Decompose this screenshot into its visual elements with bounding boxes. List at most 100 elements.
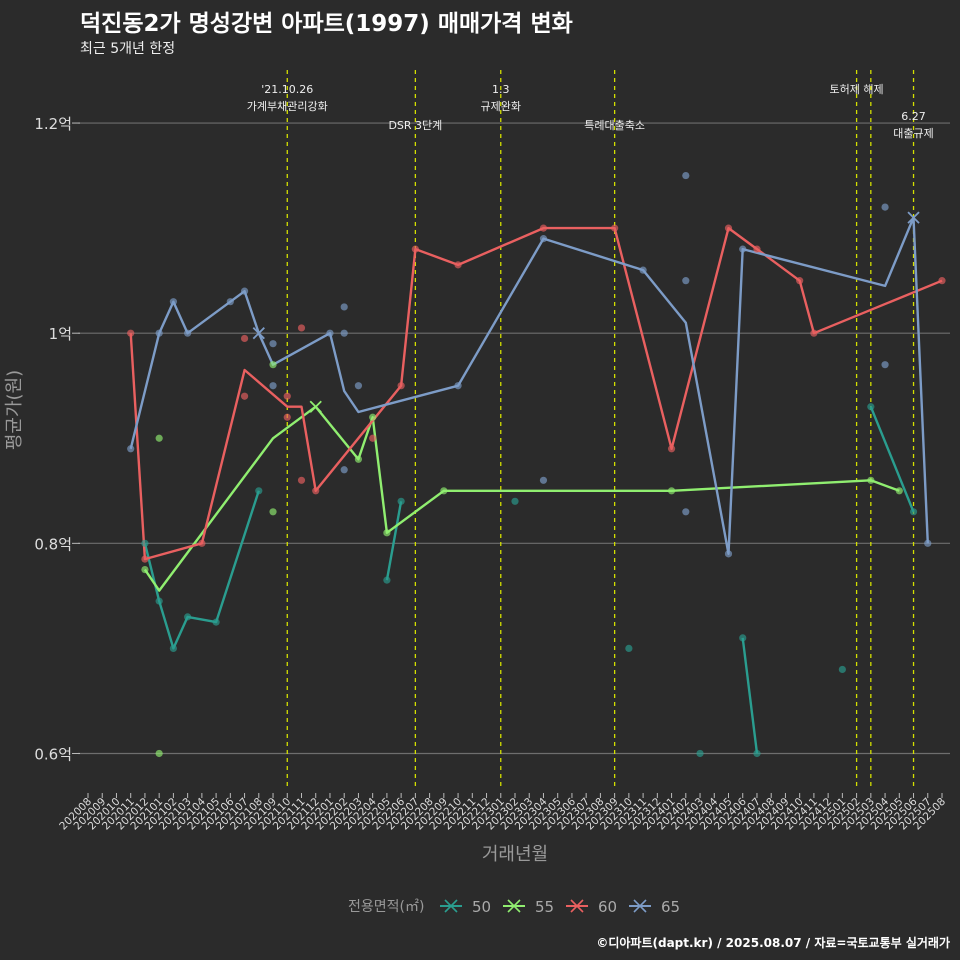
- series-65-point: [454, 382, 462, 390]
- series-65-point: [269, 382, 277, 390]
- series-50-line: [143, 490, 260, 650]
- series-65-point: [739, 245, 747, 253]
- series-60-point: [127, 329, 135, 337]
- series-60-point: [297, 476, 306, 484]
- series-60-point: [753, 245, 761, 253]
- chart-title: 덕진동2가 명성강변 아파트(1997) 매매가격 변화: [80, 11, 573, 37]
- series-65-point: [354, 382, 363, 390]
- series-60-point: [312, 487, 320, 495]
- series-55-point: [269, 508, 277, 516]
- series-50-point: [838, 665, 846, 674]
- event-label: 대출규제: [893, 127, 933, 140]
- series-65-point: [682, 508, 690, 516]
- y-tick-label: 0.6억: [34, 745, 72, 763]
- event-label: '21.10.26: [261, 83, 313, 96]
- series-60-point: [539, 224, 548, 232]
- series-55-point: [369, 413, 377, 421]
- legend-marker-60: [570, 899, 584, 913]
- series-65-point: [682, 277, 690, 285]
- series-60-point: [411, 245, 419, 253]
- event-label: 특례대출축소: [584, 119, 645, 132]
- legend-label-50: 50: [472, 898, 491, 916]
- series-65-point: [340, 466, 348, 474]
- series-50-point: [255, 487, 263, 495]
- series-65-point: [226, 298, 234, 306]
- series-50-point: [696, 749, 704, 758]
- series-55-point: [440, 487, 448, 495]
- series-60-point: [397, 382, 405, 390]
- series-55-point: [867, 476, 875, 484]
- series-50-point: [397, 497, 405, 505]
- series-55-point: [141, 566, 149, 574]
- series-65-point: [127, 445, 135, 453]
- series-50-point: [184, 613, 192, 621]
- series-60-point: [198, 539, 206, 547]
- legend-label-60: 60: [598, 898, 617, 916]
- series-55-line: [143, 405, 900, 592]
- event-label: 1.3: [492, 83, 510, 96]
- series-65-point: [184, 329, 192, 337]
- series-65-point: [340, 303, 348, 311]
- series-65-point: [682, 171, 690, 180]
- series-55-point: [155, 749, 163, 758]
- legend-marker-55: [507, 899, 521, 913]
- series-50-point: [155, 597, 163, 605]
- series-55-cross-marker: [309, 400, 322, 413]
- series-65-point: [881, 203, 889, 211]
- series-lines: [129, 216, 943, 754]
- series-60-point: [938, 277, 946, 285]
- series-55-point: [354, 455, 363, 463]
- series-50-point: [169, 644, 177, 653]
- series-60-point: [454, 261, 462, 269]
- series-65-point: [155, 329, 163, 337]
- event-label: DSR 3단계: [388, 119, 442, 132]
- series-65-point: [924, 539, 932, 547]
- series-65-point: [639, 266, 647, 274]
- series-60-point: [611, 224, 619, 232]
- series-60-point: [283, 413, 291, 421]
- series-65-point: [724, 550, 733, 558]
- series-55-point: [269, 361, 277, 369]
- x-axis-title: 거래년월: [482, 844, 548, 865]
- series-60-point: [369, 434, 377, 442]
- y-tick-label: 0.8억: [34, 535, 72, 553]
- series-65-point: [539, 476, 548, 484]
- series-points: [127, 171, 946, 758]
- y-tick-label: 1.2억: [34, 115, 72, 133]
- series-65-point: [881, 361, 889, 369]
- series-60-point: [283, 392, 291, 400]
- series-65-point: [539, 235, 548, 243]
- series-55-point: [895, 487, 903, 495]
- series-60-point: [796, 277, 804, 285]
- series-65-point: [340, 329, 348, 337]
- series-55-point: [667, 487, 676, 495]
- series-50-point: [383, 576, 391, 584]
- series-50-point: [625, 644, 633, 653]
- legend-title: 전용면적(㎡): [348, 899, 424, 915]
- series-65-line: [129, 216, 929, 555]
- event-label: 6.27: [901, 110, 926, 123]
- series-50-line: [385, 501, 403, 581]
- chart-subtitle: 최근 5개년 한정: [80, 41, 176, 57]
- series-50-point: [753, 749, 761, 758]
- series-50-point: [511, 497, 519, 505]
- series-50-point: [909, 508, 918, 516]
- series-65-point: [269, 340, 277, 348]
- event-label: 가계부채관리강화: [247, 100, 328, 113]
- series-55-point: [383, 529, 391, 537]
- y-axis-title: 평균가(원): [4, 370, 25, 450]
- series-50-point: [212, 618, 220, 626]
- source-credit: ©디아파트(dapt.kr) / 2025.08.07 / 자료=국토교통부 실…: [596, 936, 950, 950]
- legend-label-55: 55: [535, 898, 554, 916]
- series-65-cross-marker: [252, 327, 265, 340]
- series-60-point: [240, 334, 249, 343]
- series-60-point: [724, 224, 733, 232]
- event-label: 규제완화: [481, 100, 521, 113]
- series-50-point: [141, 539, 149, 547]
- y-tick-label: 1억: [49, 325, 72, 343]
- legend: 전용면적(㎡) 50 55 60 65: [348, 898, 680, 916]
- series-65-point: [240, 287, 249, 295]
- series-50-point: [739, 634, 747, 642]
